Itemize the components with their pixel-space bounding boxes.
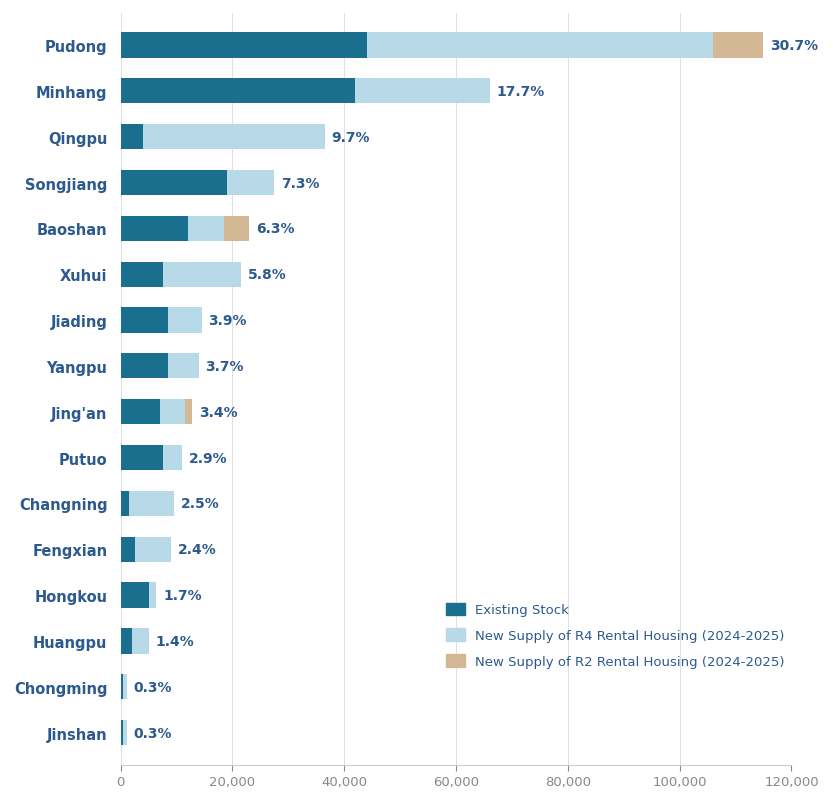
Bar bbox=[132, 629, 148, 654]
Text: 7.3%: 7.3% bbox=[281, 176, 320, 190]
Bar bbox=[121, 399, 160, 425]
Bar bbox=[121, 537, 135, 562]
Text: 2.5%: 2.5% bbox=[181, 496, 219, 511]
Text: 3.4%: 3.4% bbox=[199, 405, 237, 419]
Text: 0.3%: 0.3% bbox=[133, 680, 172, 694]
Bar bbox=[162, 262, 241, 287]
Text: 3.9%: 3.9% bbox=[208, 314, 247, 328]
Bar bbox=[122, 720, 127, 745]
Bar bbox=[121, 491, 129, 516]
Text: 17.7%: 17.7% bbox=[496, 85, 545, 99]
Bar bbox=[187, 217, 224, 241]
Text: 9.7%: 9.7% bbox=[332, 131, 370, 144]
Bar bbox=[121, 720, 122, 745]
Legend: Existing Stock, New Supply of R4 Rental Housing (2024-2025), New Supply of R2 Re: Existing Stock, New Supply of R4 Rental … bbox=[446, 603, 785, 668]
Text: 1.7%: 1.7% bbox=[163, 589, 202, 602]
Bar bbox=[121, 262, 162, 287]
Bar bbox=[121, 34, 367, 59]
Bar bbox=[121, 79, 356, 104]
Bar bbox=[121, 583, 148, 608]
Text: 6.3%: 6.3% bbox=[256, 222, 294, 236]
Bar bbox=[121, 217, 187, 241]
Bar bbox=[367, 34, 713, 59]
Bar bbox=[356, 79, 490, 104]
Bar bbox=[122, 674, 127, 699]
Bar bbox=[121, 674, 122, 699]
Text: 30.7%: 30.7% bbox=[771, 39, 818, 53]
Bar bbox=[121, 445, 162, 471]
Bar bbox=[121, 125, 143, 150]
Bar bbox=[168, 308, 202, 333]
Bar bbox=[121, 629, 132, 654]
Text: 3.7%: 3.7% bbox=[206, 359, 244, 374]
Text: 1.4%: 1.4% bbox=[155, 634, 194, 648]
Bar bbox=[148, 583, 157, 608]
Bar bbox=[121, 171, 227, 196]
Bar bbox=[713, 34, 764, 59]
Bar bbox=[224, 217, 249, 241]
Bar bbox=[227, 171, 274, 196]
Bar bbox=[162, 445, 182, 471]
Bar bbox=[129, 491, 174, 516]
Text: 5.8%: 5.8% bbox=[247, 268, 287, 282]
Text: 0.3%: 0.3% bbox=[133, 726, 172, 739]
Bar bbox=[160, 399, 185, 425]
Text: 2.4%: 2.4% bbox=[177, 543, 217, 557]
Bar bbox=[168, 354, 199, 379]
Bar bbox=[143, 125, 325, 150]
Bar bbox=[121, 308, 168, 333]
Bar bbox=[135, 537, 171, 562]
Bar bbox=[185, 399, 192, 425]
Text: 2.9%: 2.9% bbox=[189, 451, 227, 465]
Bar bbox=[121, 354, 168, 379]
